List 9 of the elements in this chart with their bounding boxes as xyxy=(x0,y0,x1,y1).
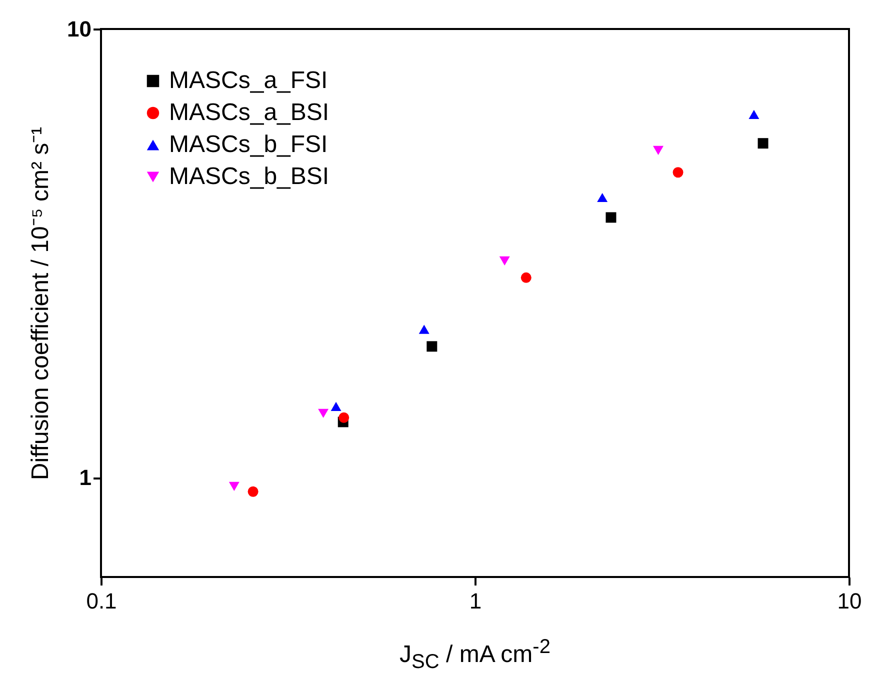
x-axis-title: J$_{SC}$ / mA cm$^{-2}$ xyxy=(398,636,552,674)
legend-label: MASCs_a_BSI xyxy=(169,99,330,126)
legend-label: MASCs_b_BSI xyxy=(169,163,330,190)
x-tick-label: 0.1 xyxy=(86,588,117,614)
legend-label: MASCs_b_FSI xyxy=(169,131,328,158)
x-tick-label: 1 xyxy=(469,588,482,614)
y-axis-title: Diffusion coefficient / 10⁻⁵ cm² s⁻¹ xyxy=(27,126,54,480)
x-tick-label: 10 xyxy=(837,588,862,614)
legend-label: MASCs_a_FSI xyxy=(169,67,328,94)
